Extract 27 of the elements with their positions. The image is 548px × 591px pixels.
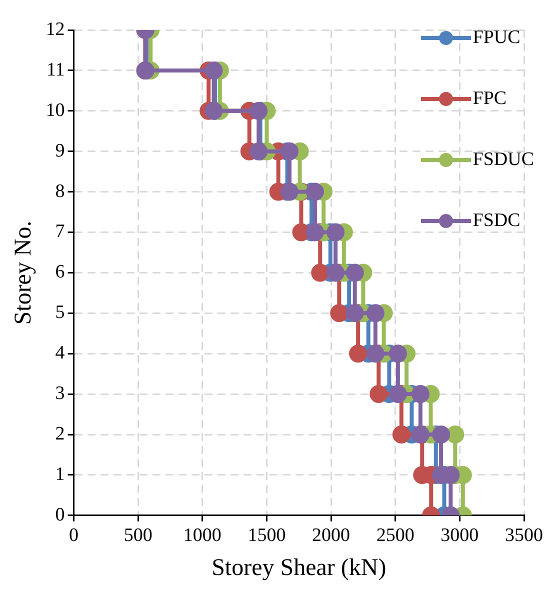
y-tick-label: 2 [55,423,65,444]
y-tick-label: 0 [55,504,65,526]
y-tick-label: 5 [55,302,65,324]
x-tick-label: 0 [69,524,79,546]
y-tick-label: 11 [46,59,65,80]
x-tick-label: 500 [124,524,152,546]
x-axis-title: Storey Shear (kN) [212,554,386,581]
x-tick-label: 2500 [376,524,414,546]
y-tick-label: 12 [46,18,65,40]
y-tick-label: 3 [55,383,65,404]
x-tick-label: 1500 [248,524,286,546]
x-tick-label: 3000 [440,524,479,546]
y-tick-label: 6 [55,262,65,283]
y-axis-title: Storey No. [10,220,37,325]
legend-label: FPC [472,88,507,110]
legend-label: FSDUC [472,149,534,171]
y-tick-label: 8 [55,180,65,202]
y-tick-label: 7 [55,221,65,242]
legend-label: FSDC [472,210,520,232]
y-tick-label: 1 [55,464,65,485]
legend-label: FPUC [472,27,520,49]
y-tick-label: 10 [46,100,65,121]
x-tick-label: 2000 [312,524,350,546]
y-tick-label: 4 [55,342,66,364]
x-tick-label: 3500 [505,524,543,546]
x-tick-label: 1000 [183,524,222,546]
y-tick-label: 9 [55,140,65,162]
